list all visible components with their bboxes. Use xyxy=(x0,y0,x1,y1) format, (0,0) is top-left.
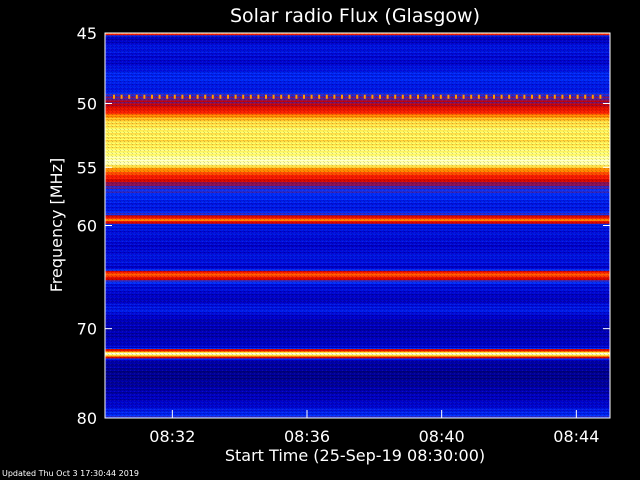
interference-dot xyxy=(227,94,229,99)
interference-dot xyxy=(523,94,526,99)
interference-dot xyxy=(371,94,374,99)
interference-dot xyxy=(120,94,123,99)
footer-updated: Updated Thu Oct 3 17:30:44 2019 xyxy=(2,469,140,478)
interference-dot xyxy=(401,94,404,99)
interference-dot xyxy=(318,94,321,99)
interference-dot xyxy=(424,94,427,99)
interference-dot xyxy=(341,94,343,99)
interference-dot xyxy=(303,94,305,99)
interference-dot xyxy=(356,94,359,99)
interference-dot xyxy=(363,94,366,99)
interference-dot xyxy=(189,94,191,99)
interference-dot xyxy=(417,94,419,99)
interference-dot xyxy=(310,94,313,99)
interference-dot xyxy=(128,94,131,99)
interference-dot xyxy=(508,94,511,99)
interference-dot xyxy=(447,94,450,99)
interference-dot xyxy=(432,94,435,99)
interference-dot xyxy=(196,94,199,99)
interference-dot xyxy=(591,94,594,99)
interference-dot xyxy=(333,94,336,99)
x-tick-label: 08:36 xyxy=(284,427,330,446)
interference-dot xyxy=(234,94,237,99)
y-tick-label: 55 xyxy=(77,158,97,177)
interference-dot xyxy=(379,94,381,99)
y-tick-label: 50 xyxy=(77,95,97,114)
interference-dot xyxy=(166,94,169,99)
interference-dot xyxy=(561,94,564,99)
interference-dot xyxy=(113,94,115,99)
y-tick-label: 80 xyxy=(77,409,97,428)
x-axis-label: Start Time (25-Sep-19 08:30:00) xyxy=(225,446,485,465)
interference-dot xyxy=(265,94,267,99)
interference-dot xyxy=(325,94,328,99)
y-tick-label: 60 xyxy=(77,217,97,236)
interference-dot xyxy=(280,94,283,99)
interference-dot xyxy=(386,94,389,99)
y-tick-label: 45 xyxy=(77,24,97,43)
noise-overlay xyxy=(105,33,610,418)
interference-dot xyxy=(158,94,161,99)
interference-dot xyxy=(569,94,571,99)
burst-dots xyxy=(113,94,602,99)
interference-dot xyxy=(219,94,222,99)
interference-dot xyxy=(493,94,495,99)
interference-dot xyxy=(348,94,351,99)
chart-title: Solar radio Flux (Glasgow) xyxy=(230,5,480,27)
interference-dot xyxy=(409,94,412,99)
interference-dot xyxy=(257,94,260,99)
interference-dot xyxy=(143,94,146,99)
interference-dot xyxy=(477,94,480,99)
x-tick-label: 08:32 xyxy=(149,427,195,446)
interference-dot xyxy=(295,94,298,99)
interference-dot xyxy=(173,94,176,99)
interference-dot xyxy=(599,94,602,99)
y-axis: 45 50 55 60 70 80 xyxy=(77,24,610,428)
interference-dot xyxy=(470,94,473,99)
x-tick-label: 08:44 xyxy=(553,427,599,446)
interference-dot xyxy=(546,94,549,99)
interference-dot xyxy=(538,94,541,99)
interference-dot xyxy=(211,94,214,99)
x-tick-label: 08:40 xyxy=(419,427,465,446)
interference-dot xyxy=(272,94,275,99)
interference-dot xyxy=(394,94,397,99)
interference-dot xyxy=(553,94,556,99)
y-axis-label: Frequency [MHz] xyxy=(47,158,66,292)
interference-dot xyxy=(287,94,290,99)
interference-dot xyxy=(515,94,518,99)
interference-dot xyxy=(455,94,457,99)
interference-dot xyxy=(500,94,503,99)
interference-dot xyxy=(151,94,153,99)
y-tick-label: 70 xyxy=(77,320,97,339)
interference-dot xyxy=(242,94,245,99)
interference-dot xyxy=(181,94,184,99)
interference-dot xyxy=(576,94,579,99)
interference-dot xyxy=(439,94,442,99)
x-axis: 08:32 08:36 08:40 08:44 xyxy=(149,410,599,446)
interference-dot xyxy=(249,94,252,99)
interference-dot xyxy=(485,94,488,99)
interference-dot xyxy=(204,94,207,99)
interference-dot xyxy=(531,94,533,99)
interference-dot xyxy=(135,94,138,99)
interference-dot xyxy=(462,94,465,99)
interference-dot xyxy=(584,94,587,99)
